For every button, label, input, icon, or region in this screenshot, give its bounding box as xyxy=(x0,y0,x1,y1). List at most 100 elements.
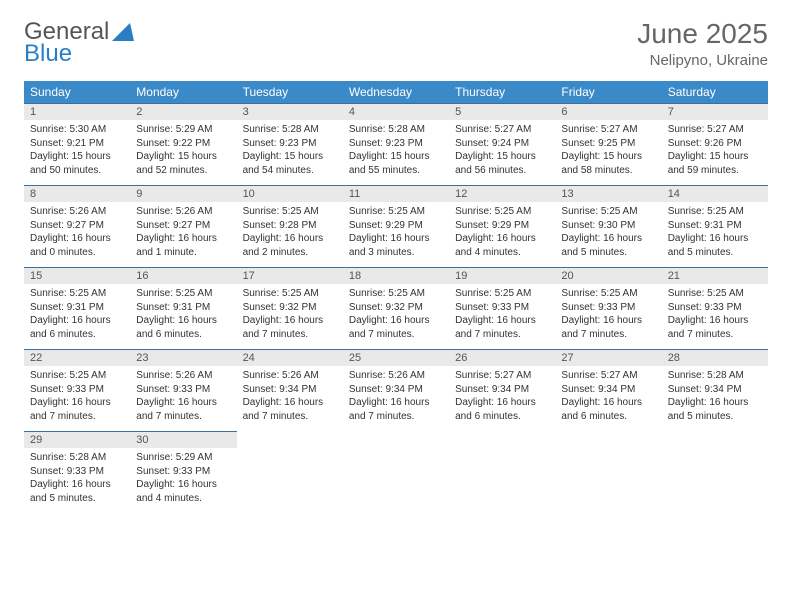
sunset-text: Sunset: 9:31 PM xyxy=(668,219,762,233)
sunrise-text: Sunrise: 5:25 AM xyxy=(243,287,337,301)
day-details: Sunrise: 5:25 AMSunset: 9:31 PMDaylight:… xyxy=(130,284,236,345)
day-details: Sunrise: 5:26 AMSunset: 9:27 PMDaylight:… xyxy=(130,202,236,263)
day-details: Sunrise: 5:25 AMSunset: 9:32 PMDaylight:… xyxy=(237,284,343,345)
logo-triangle-icon xyxy=(112,23,134,41)
sunset-text: Sunset: 9:21 PM xyxy=(30,137,124,151)
daylight-text: Daylight: 16 hours and 4 minutes. xyxy=(136,478,230,505)
sunset-text: Sunset: 9:23 PM xyxy=(349,137,443,151)
calendar-cell: 13Sunrise: 5:25 AMSunset: 9:30 PMDayligh… xyxy=(555,185,661,267)
day-details: Sunrise: 5:30 AMSunset: 9:21 PMDaylight:… xyxy=(24,120,130,181)
calendar-cell: 21Sunrise: 5:25 AMSunset: 9:33 PMDayligh… xyxy=(662,267,768,349)
day-number: 26 xyxy=(449,349,555,366)
sunrise-text: Sunrise: 5:25 AM xyxy=(243,205,337,219)
sunrise-text: Sunrise: 5:27 AM xyxy=(668,123,762,137)
calendar-cell: 25Sunrise: 5:26 AMSunset: 9:34 PMDayligh… xyxy=(343,349,449,431)
day-number: 8 xyxy=(24,185,130,202)
calendar-cell: 11Sunrise: 5:25 AMSunset: 9:29 PMDayligh… xyxy=(343,185,449,267)
sunrise-text: Sunrise: 5:25 AM xyxy=(136,287,230,301)
sunset-text: Sunset: 9:24 PM xyxy=(455,137,549,151)
day-details: Sunrise: 5:25 AMSunset: 9:31 PMDaylight:… xyxy=(662,202,768,263)
daylight-text: Daylight: 16 hours and 3 minutes. xyxy=(349,232,443,259)
daylight-text: Daylight: 16 hours and 5 minutes. xyxy=(561,232,655,259)
day-details: Sunrise: 5:27 AMSunset: 9:24 PMDaylight:… xyxy=(449,120,555,181)
sunset-text: Sunset: 9:33 PM xyxy=(30,465,124,479)
calendar-cell xyxy=(237,431,343,513)
sunrise-text: Sunrise: 5:25 AM xyxy=(349,287,443,301)
calendar-cell: 4Sunrise: 5:28 AMSunset: 9:23 PMDaylight… xyxy=(343,103,449,185)
sunset-text: Sunset: 9:34 PM xyxy=(455,383,549,397)
calendar-cell: 19Sunrise: 5:25 AMSunset: 9:33 PMDayligh… xyxy=(449,267,555,349)
calendar-cell: 15Sunrise: 5:25 AMSunset: 9:31 PMDayligh… xyxy=(24,267,130,349)
calendar-cell: 3Sunrise: 5:28 AMSunset: 9:23 PMDaylight… xyxy=(237,103,343,185)
calendar-cell xyxy=(343,431,449,513)
sunset-text: Sunset: 9:29 PM xyxy=(455,219,549,233)
daylight-text: Daylight: 15 hours and 50 minutes. xyxy=(30,150,124,177)
day-number: 16 xyxy=(130,267,236,284)
sunrise-text: Sunrise: 5:25 AM xyxy=(30,369,124,383)
day-details: Sunrise: 5:29 AMSunset: 9:33 PMDaylight:… xyxy=(130,448,236,509)
calendar-cell: 7Sunrise: 5:27 AMSunset: 9:26 PMDaylight… xyxy=(662,103,768,185)
day-number: 30 xyxy=(130,431,236,448)
sunrise-text: Sunrise: 5:29 AM xyxy=(136,451,230,465)
calendar-cell: 9Sunrise: 5:26 AMSunset: 9:27 PMDaylight… xyxy=(130,185,236,267)
daylight-text: Daylight: 16 hours and 6 minutes. xyxy=(561,396,655,423)
day-number: 1 xyxy=(24,103,130,120)
day-number: 19 xyxy=(449,267,555,284)
calendar-cell: 1Sunrise: 5:30 AMSunset: 9:21 PMDaylight… xyxy=(24,103,130,185)
calendar-row: 8Sunrise: 5:26 AMSunset: 9:27 PMDaylight… xyxy=(24,185,768,267)
calendar-row: 1Sunrise: 5:30 AMSunset: 9:21 PMDaylight… xyxy=(24,103,768,185)
sunrise-text: Sunrise: 5:26 AM xyxy=(349,369,443,383)
day-details: Sunrise: 5:27 AMSunset: 9:26 PMDaylight:… xyxy=(662,120,768,181)
sunrise-text: Sunrise: 5:27 AM xyxy=(455,123,549,137)
sunset-text: Sunset: 9:34 PM xyxy=(561,383,655,397)
daylight-text: Daylight: 16 hours and 6 minutes. xyxy=(30,314,124,341)
day-details: Sunrise: 5:28 AMSunset: 9:23 PMDaylight:… xyxy=(343,120,449,181)
sunrise-text: Sunrise: 5:28 AM xyxy=(243,123,337,137)
day-number: 3 xyxy=(237,103,343,120)
calendar-cell xyxy=(662,431,768,513)
sunset-text: Sunset: 9:33 PM xyxy=(136,383,230,397)
daylight-text: Daylight: 16 hours and 6 minutes. xyxy=(136,314,230,341)
day-details: Sunrise: 5:25 AMSunset: 9:32 PMDaylight:… xyxy=(343,284,449,345)
sunrise-text: Sunrise: 5:25 AM xyxy=(561,287,655,301)
day-details: Sunrise: 5:26 AMSunset: 9:33 PMDaylight:… xyxy=(130,366,236,427)
calendar-cell xyxy=(449,431,555,513)
daylight-text: Daylight: 16 hours and 5 minutes. xyxy=(30,478,124,505)
day-number: 17 xyxy=(237,267,343,284)
sunrise-text: Sunrise: 5:26 AM xyxy=(136,369,230,383)
sunrise-text: Sunrise: 5:25 AM xyxy=(349,205,443,219)
day-number: 28 xyxy=(662,349,768,366)
daylight-text: Daylight: 16 hours and 7 minutes. xyxy=(668,314,762,341)
calendar-row: 22Sunrise: 5:25 AMSunset: 9:33 PMDayligh… xyxy=(24,349,768,431)
sunset-text: Sunset: 9:33 PM xyxy=(668,301,762,315)
sunset-text: Sunset: 9:27 PM xyxy=(30,219,124,233)
daylight-text: Daylight: 15 hours and 59 minutes. xyxy=(668,150,762,177)
calendar-cell: 29Sunrise: 5:28 AMSunset: 9:33 PMDayligh… xyxy=(24,431,130,513)
day-number: 18 xyxy=(343,267,449,284)
daylight-text: Daylight: 16 hours and 5 minutes. xyxy=(668,232,762,259)
sunrise-text: Sunrise: 5:25 AM xyxy=(455,205,549,219)
daylight-text: Daylight: 16 hours and 7 minutes. xyxy=(30,396,124,423)
day-number: 20 xyxy=(555,267,661,284)
daylight-text: Daylight: 15 hours and 52 minutes. xyxy=(136,150,230,177)
day-number: 27 xyxy=(555,349,661,366)
sunrise-text: Sunrise: 5:27 AM xyxy=(561,123,655,137)
sunset-text: Sunset: 9:25 PM xyxy=(561,137,655,151)
daylight-text: Daylight: 16 hours and 7 minutes. xyxy=(243,314,337,341)
day-number: 12 xyxy=(449,185,555,202)
sunset-text: Sunset: 9:33 PM xyxy=(136,465,230,479)
calendar-cell: 16Sunrise: 5:25 AMSunset: 9:31 PMDayligh… xyxy=(130,267,236,349)
daylight-text: Daylight: 15 hours and 56 minutes. xyxy=(455,150,549,177)
daylight-text: Daylight: 16 hours and 6 minutes. xyxy=(455,396,549,423)
day-number: 24 xyxy=(237,349,343,366)
sunset-text: Sunset: 9:28 PM xyxy=(243,219,337,233)
day-number: 2 xyxy=(130,103,236,120)
calendar-cell: 18Sunrise: 5:25 AMSunset: 9:32 PMDayligh… xyxy=(343,267,449,349)
location: Nelipyno, Ukraine xyxy=(637,52,768,69)
day-number: 23 xyxy=(130,349,236,366)
sunset-text: Sunset: 9:31 PM xyxy=(136,301,230,315)
weekday-header: Thursday xyxy=(449,81,555,103)
sunrise-text: Sunrise: 5:28 AM xyxy=(30,451,124,465)
sunset-text: Sunset: 9:30 PM xyxy=(561,219,655,233)
calendar-cell: 6Sunrise: 5:27 AMSunset: 9:25 PMDaylight… xyxy=(555,103,661,185)
